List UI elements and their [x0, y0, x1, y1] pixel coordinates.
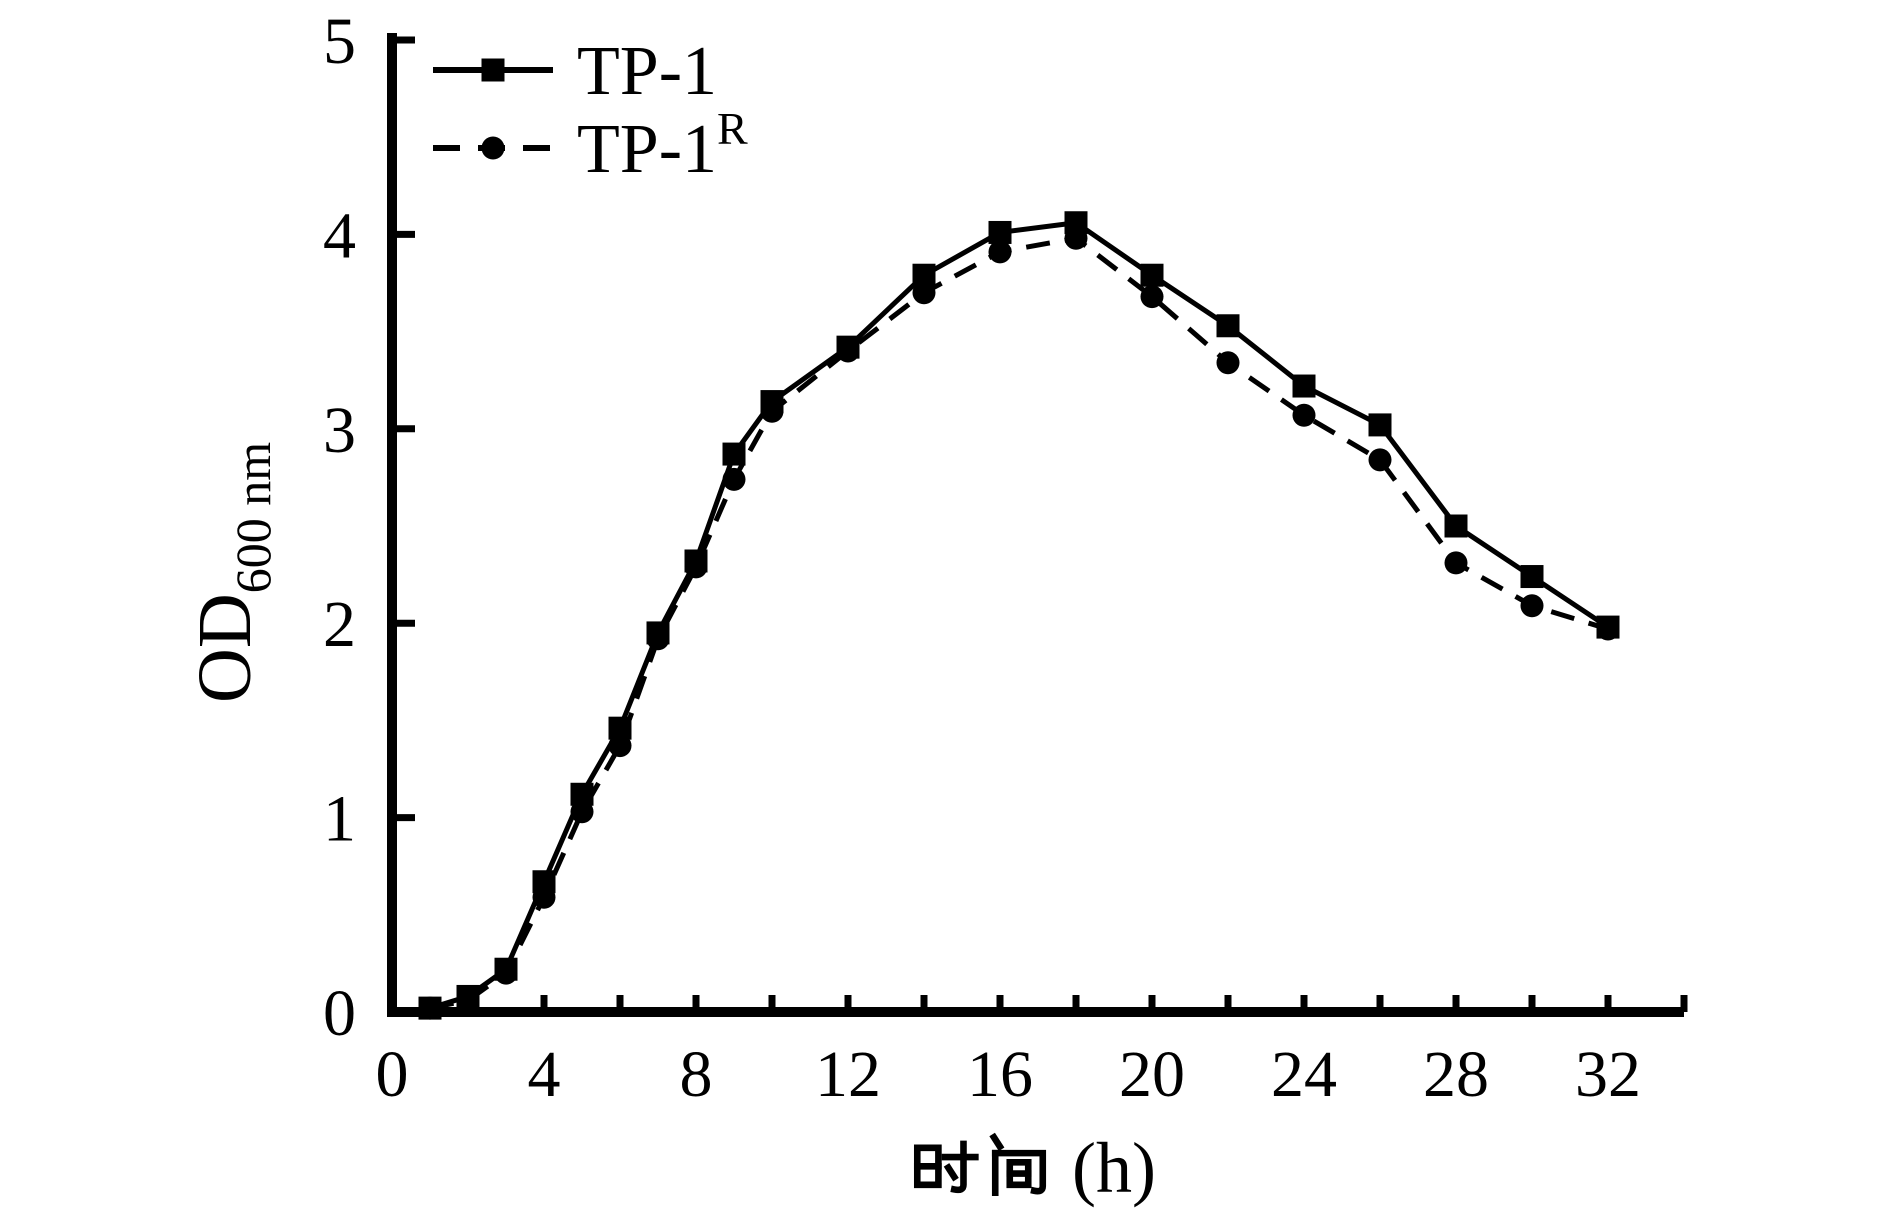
- xaxis-title-char-shi-icon: [913, 1140, 979, 1194]
- x-tick-label: 12: [815, 1038, 881, 1111]
- data-point-marker-square: [1140, 263, 1164, 287]
- legend-label: TP-1: [577, 33, 717, 110]
- data-point-marker-circle: [570, 800, 594, 824]
- data-point-marker-circle: [456, 988, 480, 1012]
- legend-marker-circle: [481, 136, 505, 160]
- data-point-marker-circle: [722, 467, 746, 491]
- data-point-marker-circle: [1140, 285, 1164, 309]
- data-point-marker-circle: [760, 399, 784, 423]
- data-point-marker-circle: [646, 627, 670, 651]
- data-point-marker-square: [1444, 514, 1468, 538]
- data-point-marker-square: [1368, 413, 1392, 437]
- y-tick-label: 0: [323, 977, 356, 1050]
- data-point-marker-circle: [1292, 403, 1316, 427]
- series-line-tp1: [429, 220, 1610, 1011]
- data-series: [418, 211, 1620, 1020]
- data-point-marker-circle: [532, 885, 556, 909]
- x-tick-label: 24: [1271, 1038, 1337, 1111]
- data-point-marker-circle: [608, 734, 632, 758]
- data-point-marker-circle: [494, 961, 518, 985]
- y-tick-label: 4: [323, 199, 356, 272]
- data-point-marker-circle: [1520, 594, 1544, 618]
- y-axis-tick-labels: 0 1 2 3 4 5: [323, 5, 356, 1050]
- x-axis-ticks: [464, 995, 1688, 1012]
- x-tick-label: 28: [1423, 1038, 1489, 1111]
- y-tick-label: 1: [323, 783, 356, 856]
- y-axis-title-main: OD: [183, 593, 267, 703]
- legend-label: TP-1R: [577, 103, 748, 188]
- data-point-marker-circle: [1064, 226, 1088, 250]
- y-tick-label: 2: [323, 588, 356, 661]
- xaxis-title-char-jian-icon: [989, 1132, 1047, 1197]
- x-tick-label: 4: [528, 1038, 561, 1111]
- y-axis-title: OD600 nm: [183, 442, 281, 703]
- data-point-marker-circle: [684, 555, 708, 579]
- x-tick-label: 16: [967, 1038, 1033, 1111]
- axis-frame: [387, 33, 1684, 1017]
- y-axis-title-subscript: 600 nm: [225, 442, 281, 594]
- data-point-marker-square: [988, 220, 1012, 244]
- data-point-marker-square: [1292, 374, 1316, 398]
- data-point-marker-square: [912, 263, 936, 287]
- y-tick-label: 5: [323, 5, 356, 78]
- y-tick-label: 3: [323, 394, 356, 467]
- x-tick-label: 32: [1575, 1038, 1641, 1111]
- x-tick-label: 8: [680, 1038, 713, 1111]
- x-axis-title-unit: (h): [1072, 1128, 1156, 1208]
- x-axis-title: (h): [913, 1128, 1156, 1208]
- x-tick-label: 20: [1119, 1038, 1185, 1111]
- series-line-tp1r: [429, 235, 1609, 1011]
- data-point-marker-circle: [988, 240, 1012, 264]
- x-tick-label: 0: [376, 1038, 409, 1111]
- data-point-marker-square: [722, 442, 746, 466]
- data-point-marker-circle: [1596, 617, 1620, 641]
- data-point-marker-square: [1216, 314, 1240, 338]
- axes: [387, 33, 1684, 1017]
- data-point-marker-circle: [1216, 351, 1240, 375]
- data-point-marker-circle: [1368, 448, 1392, 472]
- data-point-marker-circle: [1444, 551, 1468, 575]
- legend-marker-square: [481, 58, 505, 82]
- data-point-marker-circle: [418, 996, 442, 1020]
- x-axis-tick-labels: 0 4 8 12 16 20 24 28 32: [376, 1038, 1642, 1111]
- data-point-marker-square: [1520, 565, 1544, 589]
- y-axis-ticks: [392, 36, 415, 822]
- data-point-marker-circle: [912, 281, 936, 305]
- legend: TP-1TP-1R: [433, 33, 748, 188]
- data-point-marker-circle: [836, 339, 860, 363]
